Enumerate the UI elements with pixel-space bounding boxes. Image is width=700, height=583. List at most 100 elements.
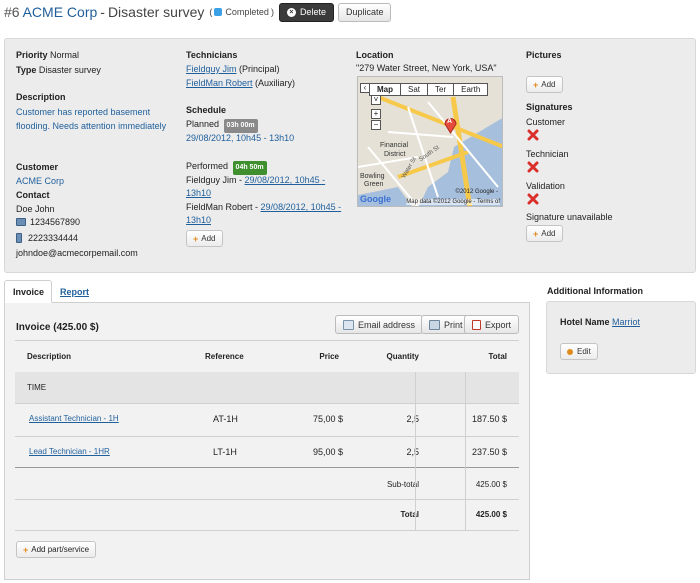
plus-icon: +	[23, 545, 28, 555]
work-order-header: #6 ACME Corp - Disaster survey ( Complet…	[4, 2, 391, 22]
map-pan-down-icon[interactable]: ˅	[371, 95, 381, 105]
tab-report[interactable]: Report	[52, 280, 97, 303]
performed-1-time-link[interactable]: 29/08/2012, 10h45 -	[245, 175, 326, 185]
performed-row: Performed 04h 50m	[186, 160, 267, 175]
delete-label: Delete	[300, 7, 326, 17]
priority-row: Priority Normal	[16, 49, 79, 61]
priority-value: Normal	[50, 50, 79, 60]
performed-2-time-link-end[interactable]: 13h10	[186, 215, 211, 225]
map-tab-sat[interactable]: Sat	[400, 83, 428, 96]
row-rule	[15, 499, 519, 500]
type-value: Disaster survey	[39, 65, 101, 75]
zoom-in-icon[interactable]: +	[371, 109, 381, 119]
hotel-name-label: Hotel Name	[560, 317, 610, 327]
add-picture-button[interactable]: + Add	[526, 76, 563, 93]
schedule-label: Schedule	[186, 104, 226, 116]
contact-name: Doe John	[16, 203, 55, 215]
line-item-quantity: 2,5	[406, 414, 419, 424]
col-quantity: Quantity	[387, 352, 419, 361]
google-logo: Google	[360, 194, 391, 204]
performed-2-time-link[interactable]: 29/08/2012, 10h45 -	[261, 202, 342, 212]
invoice-title: Invoice (425.00 $)	[16, 322, 99, 333]
invoice-panel: Invoice (425.00 $) Email address Print E…	[4, 303, 530, 580]
plus-icon: +	[533, 80, 538, 90]
duplicate-button[interactable]: Duplicate	[338, 3, 392, 22]
performed-1-time-b: 13h10	[186, 187, 211, 199]
table-top-rule	[15, 340, 519, 341]
description-line-2: flooding. Needs attention immediately	[16, 120, 166, 133]
work-order-info-panel: Priority Normal Type Disaster survey Des…	[4, 38, 696, 273]
column-divider	[415, 372, 416, 531]
tab-invoice[interactable]: Invoice	[4, 280, 52, 303]
status-dot-icon	[214, 8, 222, 16]
pdf-icon	[472, 320, 481, 330]
signature-missing-icon	[527, 129, 539, 141]
map-tab-ter[interactable]: Ter	[427, 83, 454, 96]
description-label: Description	[16, 91, 66, 103]
add-signature-button[interactable]: + Add	[526, 225, 563, 242]
customer-label: Customer	[16, 161, 58, 173]
map-tab-earth[interactable]: Earth	[453, 83, 488, 96]
subtotal-row: Sub-total 425.00 $	[15, 480, 519, 492]
map-pan-left-icon[interactable]: ‹	[360, 83, 370, 93]
map-marker-icon[interactable]: A	[444, 117, 457, 134]
col-description: Description	[27, 352, 71, 361]
status-close-paren: )	[271, 7, 274, 17]
add-label: Add	[541, 229, 555, 238]
column-divider	[465, 372, 466, 531]
performed-entry-1: Fieldguy Jim - 29/08/2012, 10h45 -	[186, 174, 325, 186]
line-item-total: 187.50 $	[472, 414, 507, 424]
edit-additional-button[interactable]: Edit	[560, 343, 598, 360]
mobile-phone-icon	[16, 233, 22, 243]
email-address-button[interactable]: Email address	[335, 315, 423, 334]
zoom-out-icon[interactable]: −	[371, 120, 381, 130]
export-button[interactable]: Export	[464, 315, 519, 334]
add-part-service-button[interactable]: + Add part/service	[16, 541, 96, 558]
status-badge: ( Completed )	[209, 7, 274, 17]
status-open-paren: (	[209, 7, 212, 17]
customer-link[interactable]: ACME Corp	[16, 175, 64, 187]
client-link[interactable]: ACME Corp	[23, 4, 98, 20]
edit-icon	[567, 349, 573, 355]
map-data-attribution[interactable]: Map data ©2012 Google - Terms of	[406, 199, 500, 205]
location-map[interactable]: Map Sat Ter Earth ‹ ˅ + − A Financial Di…	[357, 76, 503, 207]
contact-email: johndoe@acmecorpemail.com	[16, 247, 138, 259]
performed-1-time-link-end[interactable]: 13h10	[186, 188, 211, 198]
hotel-name-link[interactable]: Marriot	[612, 317, 640, 327]
additional-info-title: Additional Information	[547, 286, 643, 296]
location-address: "279 Water Street, New York, USA"	[356, 62, 497, 74]
table-row: Assistant Technician - 1H AT-1H 75,00 $ …	[15, 414, 519, 426]
phone-row: 1234567890	[16, 216, 80, 228]
technician-1-link[interactable]: Fieldguy Jim	[186, 64, 237, 74]
map-label-financial: Financial	[380, 142, 408, 149]
planned-label: Planned	[186, 119, 219, 129]
add-performed-button[interactable]: + Add	[186, 230, 223, 247]
pictures-label: Pictures	[526, 49, 562, 61]
add-label: Add	[201, 234, 215, 243]
row-rule	[15, 436, 519, 437]
line-item-price: 95,00 $	[313, 447, 343, 457]
mobile-row: 2223334444	[16, 232, 78, 244]
technicians-label: Technicians	[186, 49, 237, 61]
line-item-description[interactable]: Assistant Technician - 1H	[29, 414, 119, 423]
type-row: Type Disaster survey	[16, 64, 101, 76]
signature-validation-label: Validation	[526, 180, 565, 192]
add-label: Add	[541, 80, 555, 89]
work-order-number: #6	[4, 4, 20, 20]
title-separator: -	[100, 4, 105, 20]
signature-missing-icon	[527, 193, 539, 205]
detail-tabs: Invoice Report	[4, 280, 530, 303]
total-value: 425.00 $	[476, 510, 507, 519]
col-total: Total	[488, 352, 507, 361]
edit-label: Edit	[577, 347, 591, 356]
line-item-description[interactable]: Lead Technician - 1HR	[29, 447, 110, 456]
delete-button[interactable]: × Delete	[279, 3, 334, 22]
status-text: Completed	[225, 7, 269, 17]
performed-2-time-b: 13h10	[186, 214, 211, 226]
printer-icon	[429, 320, 440, 330]
subtotal-value: 425.00 $	[476, 480, 507, 489]
add-part-label: Add part/service	[31, 545, 89, 554]
line-item-reference: AT-1H	[213, 414, 238, 424]
map-type-tabs: Map Sat Ter Earth	[369, 83, 487, 96]
technician-2-link[interactable]: FieldMan Robert	[186, 78, 253, 88]
